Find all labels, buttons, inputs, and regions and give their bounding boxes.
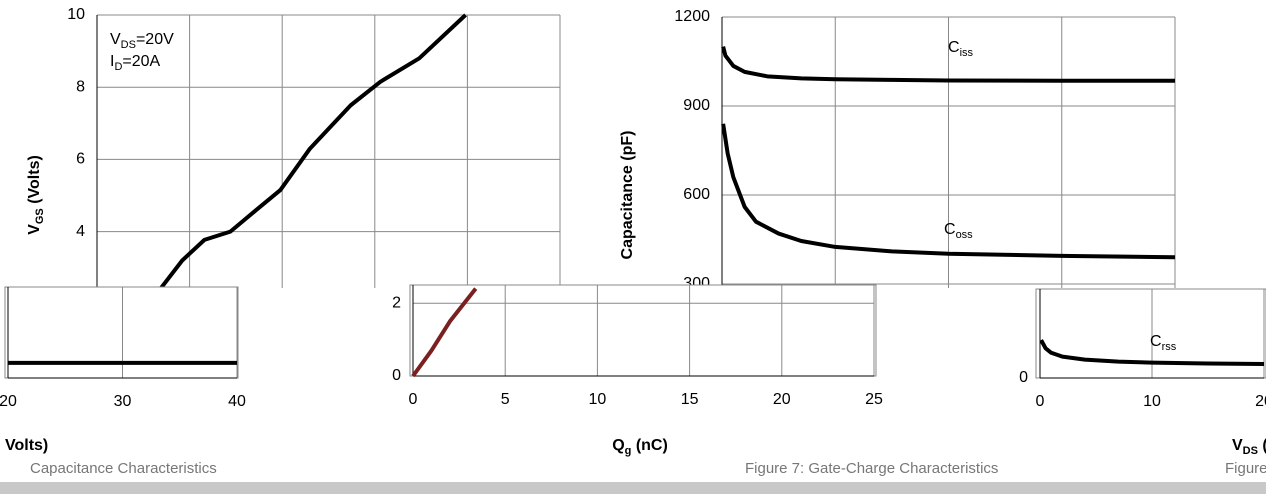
series-label: Crss [1150,333,1177,353]
label-part: C [944,221,956,238]
y-tick-label: 0 [392,367,401,384]
series-label: Coss [944,221,973,241]
figure-caption: Figure 7: Gate-Charge Characteristics [745,460,998,477]
y-tick-label: 8 [76,78,85,95]
x-tick-label: 10 [1143,393,1161,410]
label-part: V [26,224,43,235]
y-tick-label: 0 [1019,369,1028,386]
series-label: Ciss [948,39,974,59]
label-part: =20V [136,31,174,48]
label-part: C [948,39,960,56]
y-tick-label: 10 [67,6,85,23]
y-tick-label: 6 [76,151,85,168]
label-part: iss [960,47,974,59]
x-tick-label: 20 [0,393,17,410]
label-part: I [110,53,114,70]
x-tick-label: 30 [114,393,132,410]
x-tick-label: 15 [681,391,699,408]
x-tick-label: 0 [409,391,418,408]
y-axis-label: Capacitance (pF) [619,131,636,260]
x-tick-label: 20 [773,391,791,408]
annotation: ID=20A [110,53,161,73]
label-part: DS [1243,445,1258,457]
figure-caption: Capacitance Characteristics [30,460,217,477]
series-line [411,287,478,378]
annotation: VDS=20V [110,31,174,51]
label-part: g [625,445,632,457]
label-part: (nC) [631,437,667,454]
y-axis-label: VGS (Volts) [26,155,46,235]
x-tick-label: 20 [1255,393,1266,410]
x-tick-label: 0 [1036,393,1045,410]
y-tick-label: 1200 [674,8,710,25]
series-line [721,46,1175,83]
figure-caption: Figure [1225,460,1266,477]
label-part: V [1232,437,1243,454]
y-tick-label: 4 [76,223,85,240]
y-tick-label: 900 [683,97,710,114]
label-part: =20A [122,53,160,70]
x-tick-label: 25 [865,391,883,408]
x-tick-label: 10 [589,391,607,408]
x-axis-label: VDS (V [1232,437,1266,457]
label-part: GS [34,208,46,224]
label-part: DS [121,39,136,51]
footer-band [0,482,1266,494]
plot-area [409,284,877,377]
label-part: oss [956,229,974,241]
label-part: V [110,31,121,48]
label-part: C [1150,333,1162,350]
label-part: Q [612,437,624,454]
y-tick-label: 600 [683,186,710,203]
series-line [721,123,1176,260]
x-axis-label: Qg (nC) [612,437,668,457]
x-axis-label: Volts) [5,437,48,454]
label-part: (Volts) [26,155,43,208]
x-tick-label: 5 [501,391,510,408]
series-line [1039,339,1265,367]
label-part: D [114,61,122,73]
x-tick-label: 40 [228,393,246,410]
y-tick-label: 2 [392,294,401,311]
label-part: (V [1258,437,1266,454]
label-part: rss [1162,341,1177,353]
